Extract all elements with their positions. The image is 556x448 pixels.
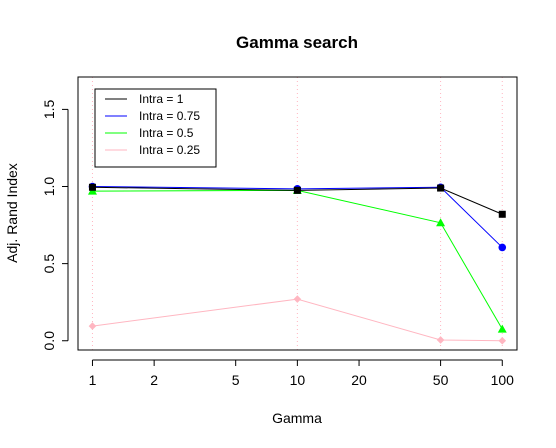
diamond-marker bbox=[436, 336, 445, 344]
series-1 bbox=[88, 183, 506, 218]
x-tick-label: 10 bbox=[290, 372, 306, 388]
series-line bbox=[92, 298, 503, 342]
x-tick-label: 1 bbox=[89, 372, 97, 388]
series-layer bbox=[87, 182, 507, 345]
square-marker bbox=[293, 186, 301, 194]
diamond-marker bbox=[498, 336, 507, 345]
diamond-marker bbox=[88, 322, 97, 330]
x-axis: 1 2 5 10 20 50 100 bbox=[89, 359, 515, 388]
square-marker bbox=[437, 184, 445, 192]
x-tick-label: 2 bbox=[150, 372, 158, 388]
legend-label: Intra = 0.25 bbox=[139, 143, 200, 157]
legend-label: Intra = 0.5 bbox=[139, 126, 194, 140]
x-tick-label: 100 bbox=[491, 372, 515, 388]
circle-marker bbox=[498, 243, 507, 252]
x-tick-label: 5 bbox=[232, 372, 240, 388]
triangle-marker bbox=[497, 324, 507, 333]
series-line bbox=[92, 189, 503, 330]
y-tick-label: 0.5 bbox=[41, 254, 57, 274]
square-marker bbox=[498, 210, 506, 218]
plot-area-border bbox=[77, 76, 518, 351]
chart-title: Gamma search bbox=[236, 33, 358, 52]
y-tick-label: 1.5 bbox=[41, 99, 57, 119]
legend-label: Intra = 1 bbox=[139, 92, 184, 106]
series-line bbox=[92, 186, 503, 248]
series-3 bbox=[87, 185, 507, 333]
y-tick-label: 0.0 bbox=[41, 331, 57, 351]
y-axis-label: Adj. Rand Index bbox=[4, 163, 20, 263]
y-tick-label: 1.0 bbox=[41, 177, 57, 197]
series-4 bbox=[88, 295, 507, 345]
legend-label: Intra = 0.75 bbox=[139, 109, 200, 123]
x-tick-label: 50 bbox=[433, 372, 449, 388]
diamond-marker bbox=[293, 295, 302, 303]
x-axis-label: Gamma bbox=[272, 410, 322, 426]
square-marker bbox=[88, 183, 96, 191]
legend-box bbox=[94, 88, 217, 168]
x-tick-label: 20 bbox=[351, 372, 367, 388]
series-line bbox=[92, 186, 503, 215]
y-axis: 0.0 0.5 1.0 1.5 bbox=[41, 99, 69, 351]
triangle-marker bbox=[436, 218, 446, 227]
legend: Intra = 1 Intra = 0.75 Intra = 0.5 Intra = … bbox=[94, 88, 217, 168]
